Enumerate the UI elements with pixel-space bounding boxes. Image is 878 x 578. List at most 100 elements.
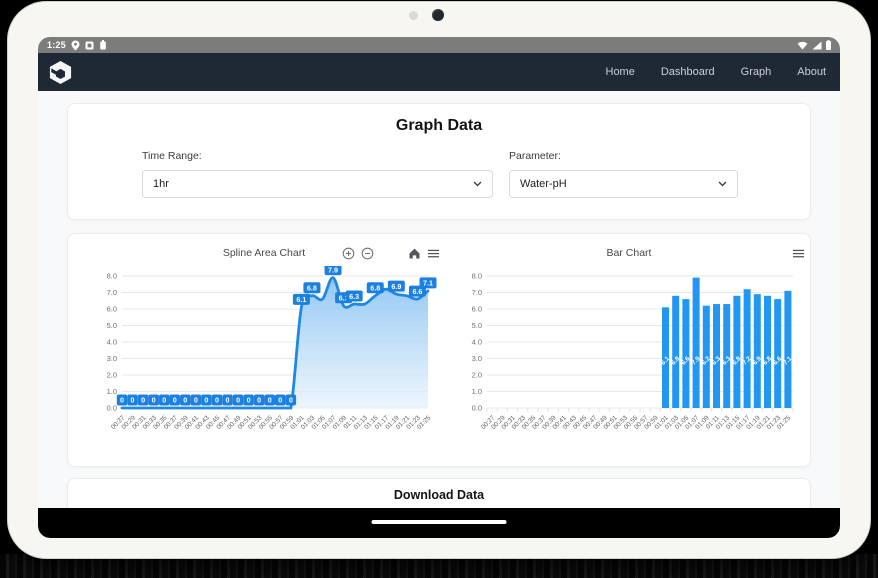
navbar: Home Dashboard Graph About xyxy=(38,53,840,91)
svg-text:6.6: 6.6 xyxy=(412,287,422,296)
bars: 6.16.86.67.96.26.36.36.87.26.96.86.67.1 xyxy=(660,277,794,408)
svg-text:5.0: 5.0 xyxy=(472,321,482,330)
bar xyxy=(672,295,680,408)
zoom-out-icon[interactable] xyxy=(361,247,374,260)
svg-text:4.0: 4.0 xyxy=(107,338,117,347)
bar xyxy=(713,304,720,408)
bar xyxy=(733,295,741,408)
bar-value-label: 7.9 xyxy=(690,355,702,367)
bar-chart-toolbar xyxy=(792,247,805,260)
zoom-in-icon[interactable] xyxy=(342,247,355,260)
cellular-signal-icon xyxy=(812,41,822,50)
svg-text:4.0: 4.0 xyxy=(472,338,482,347)
svg-text:0: 0 xyxy=(268,396,272,405)
bar xyxy=(692,277,700,408)
svg-text:8.0: 8.0 xyxy=(472,272,482,281)
sim-icon xyxy=(99,40,107,50)
front-camera xyxy=(432,9,444,21)
area-fill xyxy=(122,277,428,408)
menu-icon[interactable] xyxy=(427,247,440,260)
svg-text:6.0: 6.0 xyxy=(472,305,482,314)
clock: 1:25 xyxy=(47,40,66,50)
spline-chart-title: Spline Area Chart xyxy=(222,247,306,259)
svg-text:6.9: 6.9 xyxy=(391,282,401,291)
svg-text:0: 0 xyxy=(226,396,230,405)
chevron-down-icon xyxy=(718,181,727,187)
spline-line xyxy=(120,276,430,410)
bar-value-label: 6.6 xyxy=(772,355,784,367)
brand-logo[interactable] xyxy=(48,60,73,85)
nav-link-about[interactable]: About xyxy=(797,66,826,78)
svg-text:1.0: 1.0 xyxy=(107,387,117,396)
svg-text:0: 0 xyxy=(204,396,208,405)
svg-text:7.0: 7.0 xyxy=(107,288,117,297)
nav-link-dashboard[interactable]: Dashboard xyxy=(660,66,715,78)
svg-text:0.0: 0.0 xyxy=(472,404,482,413)
bar-value-label: 7.2 xyxy=(741,355,753,367)
page-content: Graph Data Time Range: 1hr Parameter: Wa… xyxy=(38,91,840,538)
spline-area-chart-canvas[interactable]: 0.01.02.03.04.05.06.07.08.000:2700:2900:… xyxy=(86,266,442,456)
bar xyxy=(784,290,792,408)
svg-text:0: 0 xyxy=(289,396,293,405)
bar xyxy=(702,305,710,408)
pip-icon xyxy=(85,41,94,50)
svg-text:0: 0 xyxy=(131,396,135,405)
svg-text:3.0: 3.0 xyxy=(472,354,482,363)
status-bar: 1:25 xyxy=(38,37,840,53)
bar-value-label: 6.3 xyxy=(721,355,733,367)
charts-card: Spline Area Chart xyxy=(67,233,811,467)
bar xyxy=(753,294,761,408)
svg-text:0: 0 xyxy=(183,396,187,405)
parameter-label: Parameter: xyxy=(509,150,561,162)
svg-text:7.1: 7.1 xyxy=(423,279,433,288)
svg-text:2.0: 2.0 xyxy=(472,371,482,380)
svg-text:5.0: 5.0 xyxy=(107,321,117,330)
svg-text:6.2: 6.2 xyxy=(339,293,349,302)
spline-chart-toolbar xyxy=(342,247,440,260)
bar-value-label: 6.9 xyxy=(752,355,764,367)
menu-icon[interactable] xyxy=(792,247,805,260)
system-nav-bar xyxy=(38,508,840,538)
wifi-icon xyxy=(797,41,808,50)
svg-text:0: 0 xyxy=(194,396,198,405)
bar xyxy=(723,304,731,408)
svg-text:6.8: 6.8 xyxy=(370,284,380,293)
svg-text:3.0: 3.0 xyxy=(107,354,117,363)
svg-text:7.9: 7.9 xyxy=(328,266,338,274)
desk-surface xyxy=(0,554,878,578)
bar-chart-canvas: 0.01.02.03.04.05.06.07.08.000:2700:2900:… xyxy=(472,272,794,431)
bar-chart-title: Bar Chart xyxy=(606,247,652,259)
nav-link-graph[interactable]: Graph xyxy=(740,66,772,78)
bar-value-label: 7.1 xyxy=(782,355,794,367)
svg-text:0: 0 xyxy=(141,396,145,405)
bar-chart: Bar Chart 0.0 1.0 2.0 3.0 4.0 5.0 6.0 7.0 8.0 00:… xyxy=(451,240,807,462)
time-range-label: Time Range: xyxy=(142,150,202,162)
bar-value-label: 6.8 xyxy=(670,355,682,367)
nav-links: Home Dashboard Graph About xyxy=(606,66,827,78)
parameter-value: Water-pH xyxy=(520,178,567,190)
svg-text:0: 0 xyxy=(247,396,251,405)
bar-value-label: 6.2 xyxy=(701,355,713,367)
download-title: Download Data xyxy=(393,488,485,502)
ambient-sensor xyxy=(409,11,418,20)
svg-text:0: 0 xyxy=(152,396,156,405)
svg-text:6.3: 6.3 xyxy=(349,292,359,301)
bar xyxy=(743,289,751,408)
parameter-select[interactable]: Water-pH xyxy=(509,170,738,198)
svg-text:6.0: 6.0 xyxy=(107,305,117,314)
home-icon[interactable] xyxy=(408,247,421,260)
svg-text:0: 0 xyxy=(278,396,282,405)
svg-text:1.0: 1.0 xyxy=(472,387,482,396)
page-title: Graph Data xyxy=(395,117,483,134)
svg-text:6.1: 6.1 xyxy=(296,295,306,304)
home-indicator[interactable] xyxy=(371,520,507,524)
battery-icon xyxy=(826,40,831,50)
nav-link-home[interactable]: Home xyxy=(605,66,635,78)
bar-value-label: 6.1 xyxy=(660,355,672,367)
time-range-select[interactable]: 1hr xyxy=(142,170,493,198)
bar-value-label: 6.8 xyxy=(731,355,743,367)
bar-value-label: 6.8 xyxy=(762,355,774,367)
svg-text:7.0: 7.0 xyxy=(472,288,482,297)
svg-text:6.8: 6.8 xyxy=(307,284,317,293)
